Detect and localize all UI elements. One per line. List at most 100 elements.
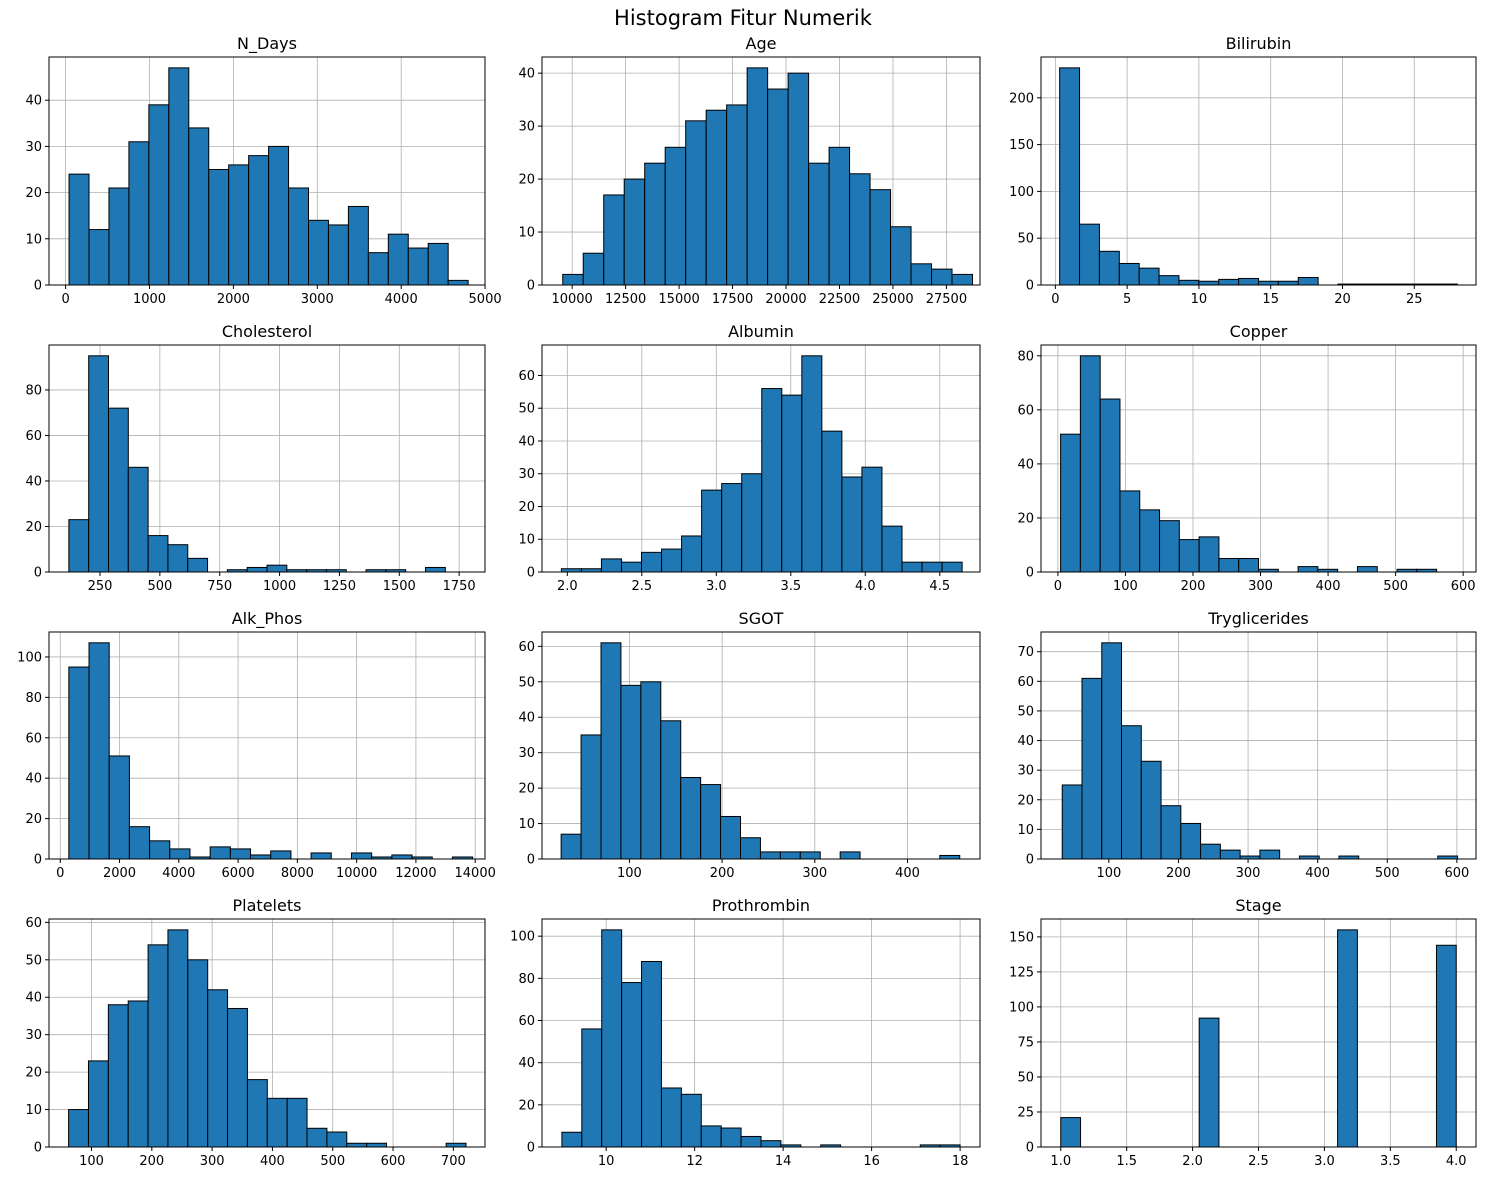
histogram-cholesterol: 250 500 750 1000 1250 1500 1750 0 20 40 60 80 Choles… — [25, 322, 486, 594]
x-tick-label: 2.0 — [557, 579, 578, 594]
histogram-bar — [799, 851, 821, 860]
histogram-bar — [228, 164, 250, 286]
histogram-bar — [881, 525, 903, 573]
histogram-bar — [207, 989, 229, 1148]
histogram-bar — [740, 837, 761, 860]
histogram-bar — [347, 205, 369, 286]
axes-frame — [48, 56, 486, 286]
histogram-bar — [87, 1060, 109, 1148]
y-tick-label: 40 — [518, 1056, 535, 1071]
y-tick-label: 20 — [25, 186, 42, 201]
subplot-title: Prothrombin — [712, 896, 810, 915]
histogram-bar — [767, 88, 789, 286]
y-tick-label: 60 — [25, 429, 42, 444]
y-tick-label: 125 — [1009, 965, 1034, 980]
axes-frame — [541, 56, 981, 286]
histogram-bar — [310, 852, 332, 860]
y-tick-label: 60 — [518, 369, 535, 384]
x-tick-label: 1250 — [323, 579, 356, 594]
histogram-bar — [560, 833, 582, 860]
x-tick-label: 4.0 — [855, 579, 876, 594]
x-tick-label: 300 — [1236, 866, 1261, 881]
histogram-bar — [680, 1093, 702, 1148]
x-tick-label: 5000 — [469, 292, 502, 307]
histogram-bar — [869, 189, 892, 286]
y-tick-label: 20 — [1017, 511, 1034, 526]
y-tick-label: 0 — [34, 1141, 42, 1156]
histogram-bar — [366, 1142, 388, 1148]
histogram-bar — [1059, 67, 1081, 286]
histogram-bar — [1060, 1117, 1082, 1148]
histogram-bar — [425, 566, 446, 573]
x-tick-label: 4000 — [162, 866, 195, 881]
subplot-title: Cholesterol — [222, 322, 312, 341]
histogram-bar — [1297, 566, 1319, 573]
x-tick-label: 25000 — [872, 292, 913, 307]
histogram-bar — [288, 187, 310, 286]
histogram-bar — [685, 120, 707, 286]
y-tick-label: 50 — [1017, 1070, 1034, 1085]
x-tick-label: 0 — [1054, 579, 1062, 594]
y-tick-label: 10 — [518, 533, 535, 548]
y-tick-label: 80 — [25, 383, 42, 398]
histogram-sgot: 100 200 300 400 0 10 20 30 40 50 60 SGOT — [518, 609, 981, 881]
axes-frame — [1040, 631, 1477, 860]
histogram-bar — [721, 483, 743, 573]
histogram-bar — [582, 252, 605, 286]
x-tick-label: 250 — [88, 579, 113, 594]
histogram-bar — [68, 1109, 89, 1148]
y-tick-label: 20 — [25, 812, 42, 827]
histogram-bar — [147, 535, 169, 573]
subplot-title: N_Days — [237, 34, 297, 54]
y-tick-label: 0 — [527, 279, 535, 294]
x-tick-label: 17500 — [712, 292, 753, 307]
histogram-bar — [821, 430, 843, 573]
histogram-bar — [705, 109, 728, 286]
x-tick-label: 500 — [147, 579, 172, 594]
histogram-bar — [1099, 398, 1121, 573]
histogram-bar — [227, 1007, 248, 1148]
x-tick-label: 300 — [200, 1154, 225, 1169]
histogram-bar — [346, 1142, 368, 1148]
y-tick-label: 0 — [34, 853, 42, 868]
histogram-bar — [1121, 725, 1142, 860]
y-tick-label: 100 — [17, 650, 42, 665]
histogram-bar — [1297, 277, 1319, 286]
x-tick-label: 2.0 — [1182, 1154, 1203, 1169]
subplot-title: Bilirubin — [1226, 34, 1292, 53]
y-tick-label: 0 — [527, 853, 535, 868]
histogram-albumin: 2.0 2.5 3.0 3.5 4.0 4.5 0 10 20 30 40 50 60 Albumin — [518, 322, 981, 594]
x-tick-label: 10 — [598, 1154, 615, 1169]
histogram-bar — [367, 252, 389, 286]
histogram-bar — [1180, 822, 1202, 860]
x-tick-label: 14 — [775, 1154, 792, 1169]
x-tick-label: 14000 — [455, 866, 496, 881]
histogram-bar — [286, 1097, 308, 1148]
x-tick-label: 600 — [1444, 866, 1469, 881]
y-tick-label: 200 — [1009, 91, 1034, 106]
histogram-bar — [1200, 843, 1221, 860]
histogram-bar — [1098, 250, 1120, 286]
histogram-bar — [169, 848, 191, 860]
histogram-stage: 1.0 1.5 2.0 2.5 3.0 3.5 4.0 0 25 50 75 100 125 150 Sta… — [1009, 896, 1477, 1169]
histogram-bar — [603, 194, 625, 286]
x-tick-label: 200 — [710, 866, 735, 881]
histogram-n-days: 0 1000 2000 3000 4000 5000 0 10 20 30 40 N_Days — [25, 34, 501, 307]
histogram-bar — [580, 734, 602, 860]
histogram-bar — [1259, 849, 1281, 860]
y-tick-label: 30 — [25, 1028, 42, 1043]
histogram-age: 10000 12500 15000 17500 20000 22500 25000 27500… — [518, 34, 981, 307]
axes-frame — [541, 631, 981, 860]
axes-frame — [48, 918, 486, 1148]
y-tick-label: 20 — [1017, 793, 1034, 808]
histogram-bar — [167, 929, 189, 1148]
y-tick-label: 60 — [1017, 403, 1034, 418]
histogram-bar — [1158, 275, 1180, 286]
axes-frame — [541, 344, 981, 573]
x-tick-label: 300 — [1248, 579, 1273, 594]
histogram-bar — [188, 127, 210, 286]
x-tick-label: 100 — [79, 1154, 104, 1169]
histogram-bar — [1238, 277, 1259, 286]
x-tick-label: 200 — [1181, 579, 1206, 594]
y-tick-label: 40 — [25, 772, 42, 787]
